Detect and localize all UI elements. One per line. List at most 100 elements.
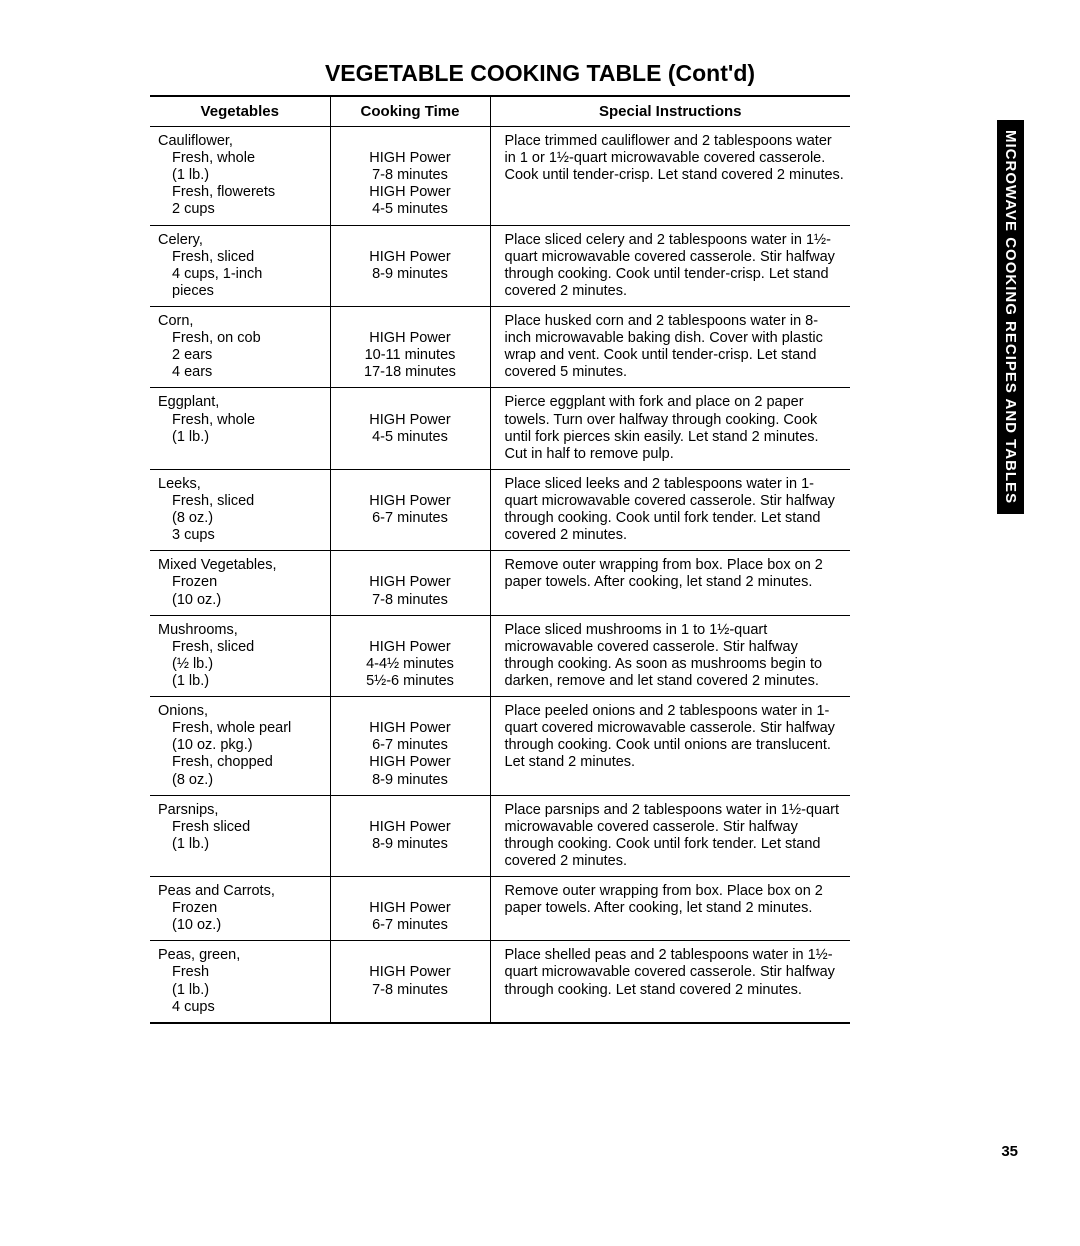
vegetable-subline: (1 lb.) [158, 836, 322, 853]
vegetable-subline: (1 lb.) [158, 429, 322, 446]
time-line: HIGH Power [339, 493, 482, 510]
page-title: VEGETABLE COOKING TABLE (Cont'd) [190, 60, 890, 87]
th-vegetables: Vegetables [150, 96, 330, 127]
vegetable-subline: Fresh, flowerets [158, 184, 322, 201]
table-row: Onions,Fresh, whole pearl(10 oz. pkg.)Fr… [150, 697, 850, 796]
vegetable-name: Onions, [158, 703, 322, 720]
vegetable-subline: 4 ears [158, 364, 322, 381]
cell-instructions: Remove outer wrapping from box. Place bo… [490, 877, 850, 941]
vegetable-subline: Fresh, on cob [158, 330, 322, 347]
vegetable-subline: Fresh, sliced [158, 493, 322, 510]
time-line: HIGH Power [339, 150, 482, 167]
cell-cooking-time: HIGH Power10-11 minutes17-18 minutes [330, 306, 490, 387]
time-line: HIGH Power [339, 720, 482, 737]
time-line [339, 622, 482, 639]
vegetable-name: Mixed Vegetables, [158, 557, 322, 574]
vegetable-subline: 2 cups [158, 201, 322, 218]
cell-vegetable: Peas, green,Fresh(1 lb.)4 cups [150, 941, 330, 1023]
vegetable-subline: Fresh, chopped [158, 754, 322, 771]
vegetable-subline: Fresh, whole [158, 412, 322, 429]
th-cooking-time: Cooking Time [330, 96, 490, 127]
time-line: 8-9 minutes [339, 836, 482, 853]
vegetable-name: Celery, [158, 232, 322, 249]
vegetable-subline: Fresh, sliced [158, 639, 322, 656]
cell-cooking-time: HIGH Power4-4½ minutes5½-6 minutes [330, 615, 490, 696]
vegetable-name: Parsnips, [158, 802, 322, 819]
vegetable-subline: Frozen [158, 900, 322, 917]
cell-instructions: Place trimmed cauliflower and 2 tablespo… [490, 127, 850, 226]
cell-vegetable: Cauliflower,Fresh, whole(1 lb.)Fresh, fl… [150, 127, 330, 226]
time-line: 4-5 minutes [339, 201, 482, 218]
time-line [339, 133, 482, 150]
time-line: 6-7 minutes [339, 917, 482, 934]
cell-cooking-time: HIGH Power8-9 minutes [330, 225, 490, 306]
vegetable-name: Leeks, [158, 476, 322, 493]
time-line: HIGH Power [339, 754, 482, 771]
time-line: HIGH Power [339, 184, 482, 201]
cell-cooking-time: HIGH Power7-8 minutes [330, 941, 490, 1023]
table-row: Corn,Fresh, on cob2 ears4 ears HIGH Powe… [150, 306, 850, 387]
vegetable-subline: (8 oz.) [158, 510, 322, 527]
table-row: Peas, green,Fresh(1 lb.)4 cups HIGH Powe… [150, 941, 850, 1023]
table-header-row: Vegetables Cooking Time Special Instruct… [150, 96, 850, 127]
cell-vegetable: Leeks,Fresh, sliced(8 oz.)3 cups [150, 469, 330, 550]
cooking-table: Vegetables Cooking Time Special Instruct… [150, 95, 850, 1024]
vegetable-subline: Fresh sliced [158, 819, 322, 836]
vegetable-subline: Frozen [158, 574, 322, 591]
time-line: 8-9 minutes [339, 266, 482, 283]
time-line [339, 394, 482, 411]
time-line: HIGH Power [339, 330, 482, 347]
vegetable-name: Mushrooms, [158, 622, 322, 639]
cooking-table-wrap: Vegetables Cooking Time Special Instruct… [150, 95, 850, 1024]
vegetable-subline: (10 oz.) [158, 592, 322, 609]
time-line [339, 802, 482, 819]
table-row: Leeks,Fresh, sliced(8 oz.)3 cups HIGH Po… [150, 469, 850, 550]
vegetable-subline: Fresh, whole [158, 150, 322, 167]
cell-vegetable: Onions,Fresh, whole pearl(10 oz. pkg.)Fr… [150, 697, 330, 796]
time-line: HIGH Power [339, 574, 482, 591]
table-row: Parsnips,Fresh sliced(1 lb.) HIGH Power8… [150, 795, 850, 876]
table-row: Eggplant,Fresh, whole(1 lb.) HIGH Power4… [150, 388, 850, 469]
cell-cooking-time: HIGH Power8-9 minutes [330, 795, 490, 876]
time-line [339, 883, 482, 900]
cell-vegetable: Corn,Fresh, on cob2 ears4 ears [150, 306, 330, 387]
time-line: HIGH Power [339, 249, 482, 266]
cell-cooking-time: HIGH Power7-8 minutes [330, 551, 490, 615]
cell-instructions: Place sliced mushrooms in 1 to 1½-quart … [490, 615, 850, 696]
time-line [339, 947, 482, 964]
time-line: HIGH Power [339, 900, 482, 917]
cell-vegetable: Peas and Carrots,Frozen(10 oz.) [150, 877, 330, 941]
cell-vegetable: Eggplant,Fresh, whole(1 lb.) [150, 388, 330, 469]
cell-instructions: Place parsnips and 2 tablespoons water i… [490, 795, 850, 876]
cell-vegetable: Parsnips,Fresh sliced(1 lb.) [150, 795, 330, 876]
page-number: 35 [1001, 1143, 1018, 1160]
cell-cooking-time: HIGH Power7-8 minutesHIGH Power4-5 minut… [330, 127, 490, 226]
vegetable-subline: 4 cups [158, 999, 322, 1016]
time-line: 7-8 minutes [339, 592, 482, 609]
time-line: 4-4½ minutes [339, 656, 482, 673]
time-line: HIGH Power [339, 819, 482, 836]
page: VEGETABLE COOKING TABLE (Cont'd) Vegetab… [0, 0, 1080, 1246]
time-line: 5½-6 minutes [339, 673, 482, 690]
vegetable-name: Peas, green, [158, 947, 322, 964]
time-line: 6-7 minutes [339, 737, 482, 754]
time-line: 7-8 minutes [339, 167, 482, 184]
time-line: HIGH Power [339, 639, 482, 656]
cell-instructions: Remove outer wrapping from box. Place bo… [490, 551, 850, 615]
cell-vegetable: Celery,Fresh, sliced4 cups, 1-inchpieces [150, 225, 330, 306]
time-line [339, 557, 482, 574]
time-line: HIGH Power [339, 964, 482, 981]
time-line [339, 232, 482, 249]
vegetable-subline: (1 lb.) [158, 982, 322, 999]
vegetable-name: Peas and Carrots, [158, 883, 322, 900]
cell-instructions: Place sliced celery and 2 tablespoons wa… [490, 225, 850, 306]
vegetable-subline: (10 oz.) [158, 917, 322, 934]
cell-cooking-time: HIGH Power6-7 minutes [330, 469, 490, 550]
cell-vegetable: Mixed Vegetables,Frozen(10 oz.) [150, 551, 330, 615]
vegetable-subline: 3 cups [158, 527, 322, 544]
time-line: 4-5 minutes [339, 429, 482, 446]
table-body: Cauliflower,Fresh, whole(1 lb.)Fresh, fl… [150, 127, 850, 1023]
time-line: 8-9 minutes [339, 772, 482, 789]
cell-instructions: Pierce eggplant with fork and place on 2… [490, 388, 850, 469]
table-row: Mixed Vegetables,Frozen(10 oz.) HIGH Pow… [150, 551, 850, 615]
